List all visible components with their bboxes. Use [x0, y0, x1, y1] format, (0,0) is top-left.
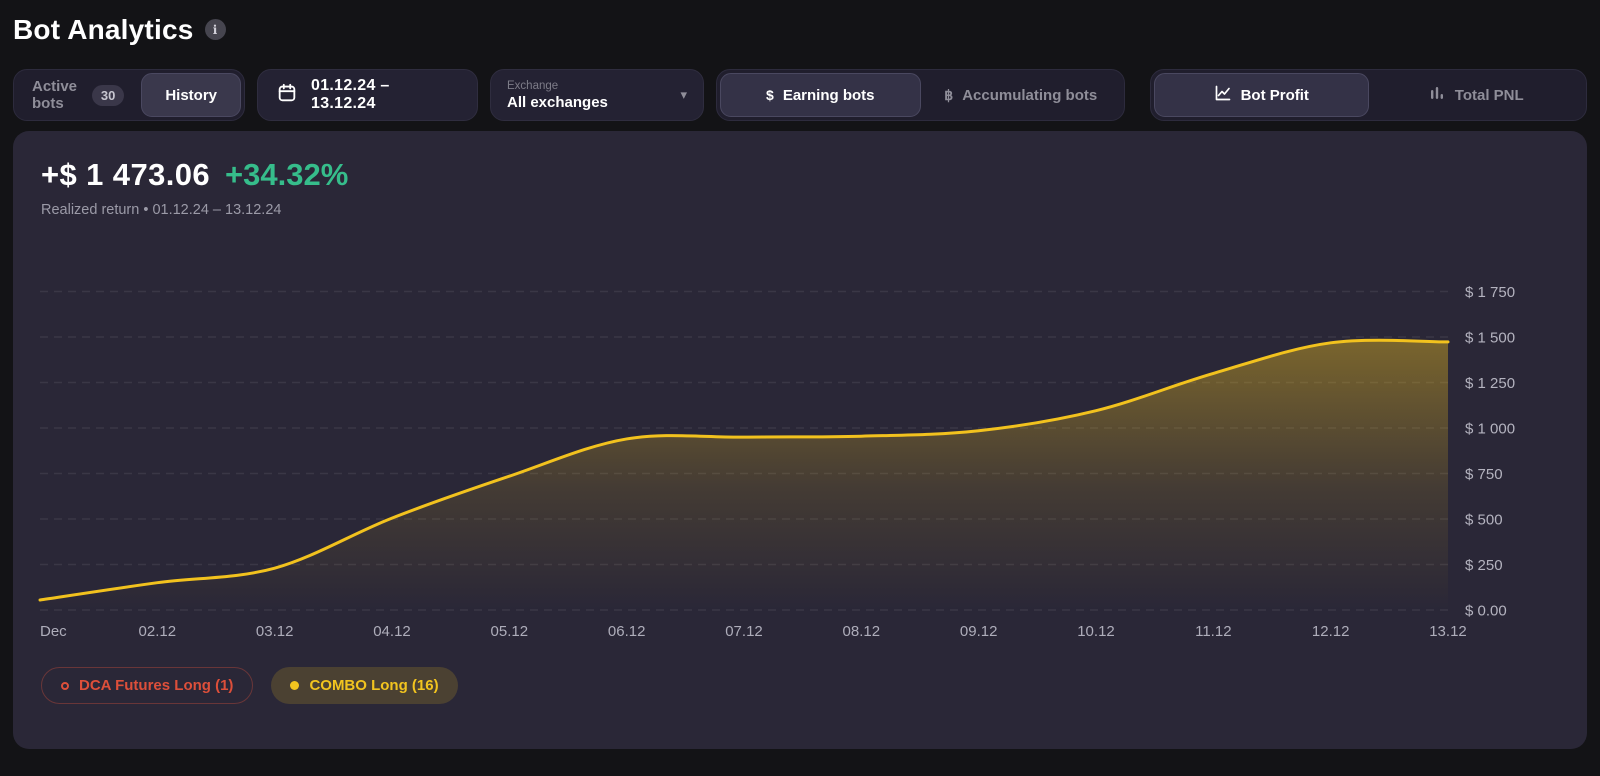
accumulating-bots-label: Accumulating bots: [962, 86, 1098, 104]
profit-line: [38, 338, 1450, 602]
exchange-label: Exchange: [507, 79, 559, 92]
x-tick-label: Dec: [40, 623, 67, 640]
x-tick-label: 07.12: [725, 623, 763, 640]
x-tick-label: 03.12: [256, 623, 294, 640]
legend-label: DCA Futures Long (1): [79, 677, 234, 694]
segment-earning-bots[interactable]: $ Earning bots: [720, 73, 921, 117]
date-range-value: 01.12.24 – 13.12.24: [311, 77, 390, 112]
date-range-picker[interactable]: 01.12.24 – 13.12.24: [257, 69, 478, 121]
x-tick-label: 06.12: [608, 623, 646, 640]
active-bots-count-badge: 30: [91, 84, 125, 106]
legend-label: COMBO Long (16): [309, 677, 439, 694]
summary-subtitle: Realized return • 01.12.24 – 13.12.24: [41, 202, 282, 218]
chevron-down-icon: ▾: [680, 87, 687, 102]
dollar-icon: $: [766, 87, 774, 103]
chart-legend: DCA Futures Long (1) COMBO Long (16): [13, 667, 1587, 704]
line-chart-icon: [1214, 84, 1232, 106]
x-tick-label: 12.12: [1312, 623, 1350, 640]
info-icon[interactable]: i: [204, 19, 226, 40]
total-pnl-label: Total PNL: [1454, 86, 1524, 104]
exchange-select[interactable]: Exchange All exchanges ▾: [490, 69, 704, 121]
y-tick-label: $ 1 250: [1465, 375, 1515, 392]
bots-tabs-group: Active bots 30 History: [13, 69, 245, 121]
x-tick-label: 08.12: [843, 623, 881, 640]
exchange-texts: Exchange All exchanges: [507, 80, 608, 111]
segment-bot-profit[interactable]: Bot Profit: [1154, 73, 1369, 117]
summary-block: +$ 1 473.06 +34.32% Realized return • 01…: [13, 131, 1587, 218]
bar-chart-icon: [1428, 84, 1446, 106]
profit-chart[interactable]: $ 0.00 $ 250 $ 500 $ 750 $ 1 000 $ 1 250 $ 1 5…: [13, 270, 1587, 645]
filled-dot-icon: [290, 681, 300, 690]
y-tick-label: $ 1 750: [1465, 284, 1515, 301]
y-tick-label: $ 750: [1465, 466, 1503, 483]
profit-chart-svg[interactable]: $ 0.00 $ 250 $ 500 $ 750 $ 1 000 $ 1 250 $ 1 5…: [13, 270, 1587, 645]
x-tick-label: 04.12: [373, 623, 411, 640]
x-tick-label: 11.12: [1195, 623, 1231, 640]
segment-accumulating-bots[interactable]: ฿ Accumulating bots: [921, 73, 1122, 117]
profit-area-fill: [40, 340, 1448, 610]
realized-return-percent: +34.32%: [225, 157, 349, 192]
chart-view-toggle: Bot Profit Total PNL: [1150, 69, 1587, 121]
page-header: Bot Analytics i: [13, 0, 1587, 45]
x-tick-label: 13.12: [1429, 623, 1467, 640]
tab-active-bots[interactable]: Active bots 30: [17, 73, 139, 117]
active-bots-label: Active bots: [32, 78, 78, 112]
bitcoin-icon: ฿: [944, 86, 954, 103]
bot-category-toggle: $ Earning bots ฿ Accumulating bots: [716, 69, 1125, 121]
hollow-circle-icon: [61, 681, 69, 690]
y-tick-label: $ 0.00: [1465, 603, 1507, 620]
legend-chip-dca-futures-long[interactable]: DCA Futures Long (1): [41, 667, 254, 704]
page-title: Bot Analytics: [13, 13, 194, 45]
y-tick-label: $ 250: [1465, 557, 1503, 574]
analytics-panel: +$ 1 473.06 +34.32% Realized return • 01…: [13, 131, 1587, 749]
exchange-value: All exchanges: [507, 93, 608, 111]
x-tick-label: 05.12: [491, 623, 529, 640]
x-tick-label: 02.12: [139, 623, 177, 640]
y-tick-label: $ 1 000: [1465, 421, 1515, 438]
y-tick-label: $ 1 500: [1465, 330, 1515, 347]
x-tick-label: 10.12: [1077, 623, 1115, 640]
x-tick-label: 09.12: [960, 623, 998, 640]
tab-history[interactable]: History: [141, 73, 241, 117]
segment-total-pnl[interactable]: Total PNL: [1369, 73, 1584, 117]
toolbar: Active bots 30 History 01.12.24 – 13.12.…: [13, 69, 1587, 121]
legend-chip-combo-long[interactable]: COMBO Long (16): [271, 667, 458, 704]
bot-analytics-page: Bot Analytics i Active bots 30 History 0…: [13, 0, 1587, 749]
earning-bots-label: Earning bots: [782, 86, 875, 104]
bot-profit-label: Bot Profit: [1240, 86, 1309, 104]
y-tick-label: $ 500: [1465, 512, 1503, 529]
summary-amount-row: +$ 1 473.06 +34.32%: [41, 157, 1559, 193]
realized-return-amount: +$ 1 473.06: [41, 157, 211, 192]
calendar-icon: [276, 82, 298, 109]
